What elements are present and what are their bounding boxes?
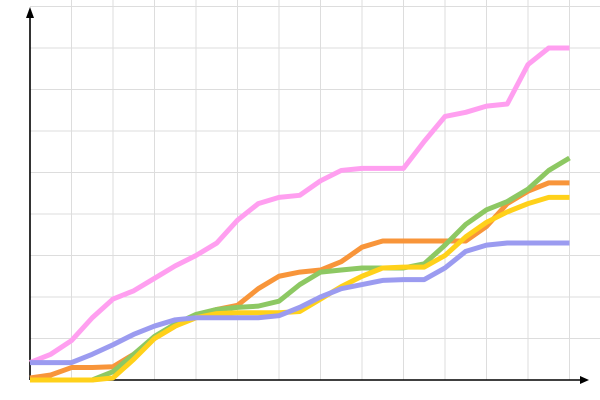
- series-line-pink: [29, 45, 570, 365]
- series-line-purple: [30, 240, 570, 366]
- grid-lines: [30, 0, 600, 380]
- series-line-yellow: [30, 194, 570, 383]
- axes: [26, 7, 589, 384]
- series-line-green: [30, 155, 571, 383]
- x-axis-arrow-icon: [580, 376, 589, 384]
- series-line-orange: [29, 180, 570, 381]
- data-series-layer: [29, 45, 571, 383]
- y-axis-arrow-icon: [26, 7, 34, 18]
